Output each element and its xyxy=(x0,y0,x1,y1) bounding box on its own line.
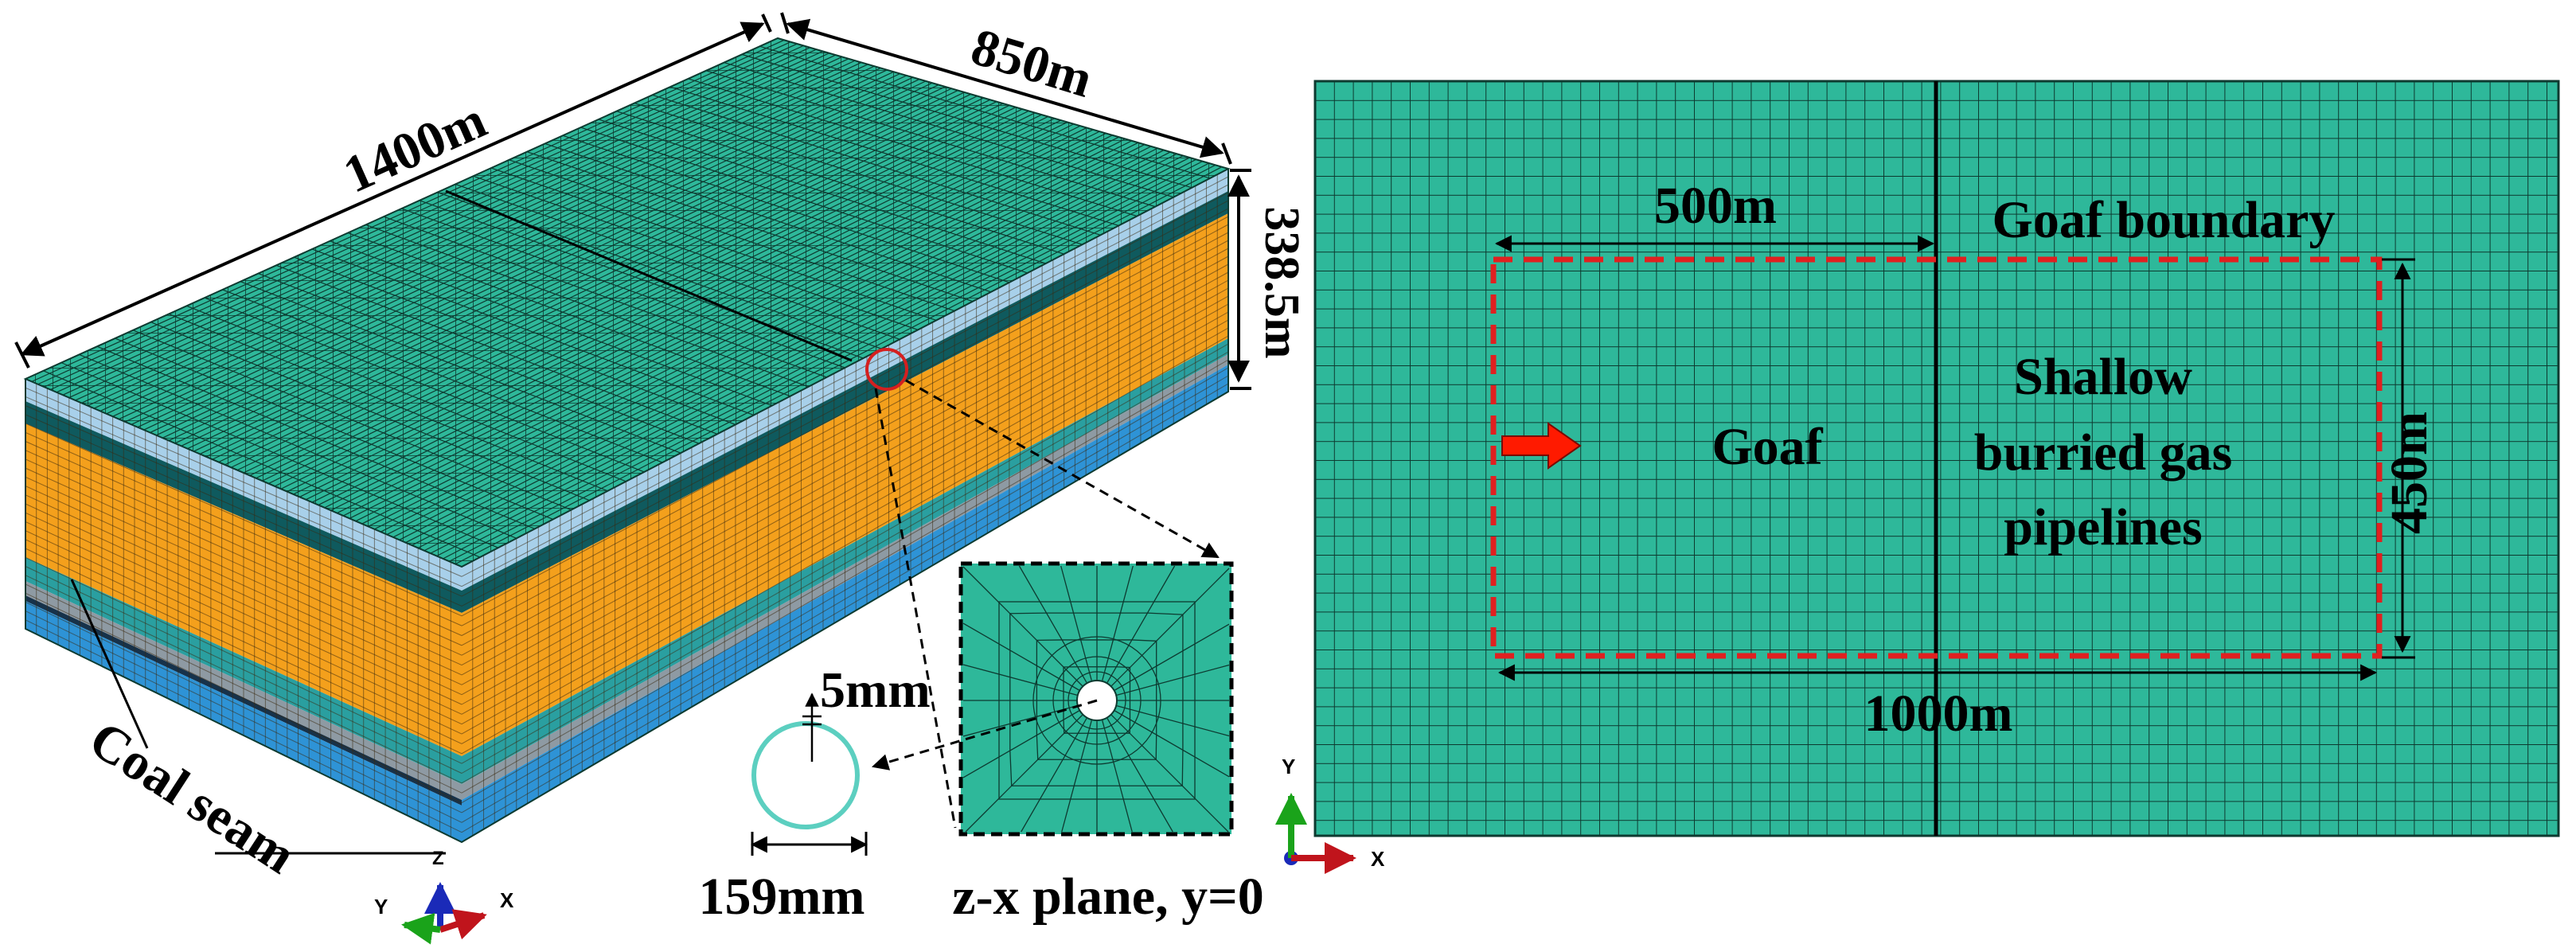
dist-500-label: 500m xyxy=(1654,177,1777,235)
width-tick-left xyxy=(780,12,790,34)
side-mesh xyxy=(25,174,1229,837)
pipelines-label-line2: burried gas xyxy=(1974,423,2233,482)
goaf-boundary-label: Goaf boundary xyxy=(1992,191,2336,249)
plane-label: z-x plane, y=0 xyxy=(952,868,1263,926)
length-tick-right xyxy=(761,14,772,33)
zoom-leader-left xyxy=(874,388,957,829)
model-3d: 1400m 850m 338.5m Coal seam Z X Y xyxy=(14,12,1309,945)
width-tick-right xyxy=(1221,142,1232,165)
pipe-thickness-label: 5mm xyxy=(820,661,931,718)
pipelines-label-line1: Shallow xyxy=(2014,348,2192,406)
axis-x-label-2d: X xyxy=(1371,847,1385,871)
plan-view: 500m Goaf boundary 450m 1000m Goaf Shall… xyxy=(1275,80,2560,874)
length-tick-left xyxy=(14,341,30,369)
goaf-label: Goaf xyxy=(1711,418,1823,476)
zoom-leader-right xyxy=(905,379,1220,559)
axis-y-label: Y xyxy=(374,895,388,919)
length-dim-line xyxy=(20,21,765,357)
mining-direction-arrow xyxy=(1501,422,1582,470)
axis-x-arrow xyxy=(439,909,487,940)
width-dim-line xyxy=(786,18,1224,158)
height-label: 338.5m xyxy=(1255,206,1309,358)
inset-frame xyxy=(958,561,1234,837)
axes-triad-3d: Z X Y xyxy=(374,848,514,945)
pipelines-label-line3: pipelines xyxy=(2004,498,2202,556)
coal-seam-leader-1 xyxy=(70,579,149,749)
pipe-diameter-label: 159mm xyxy=(699,868,865,926)
zoom-circle xyxy=(865,348,908,391)
pipe-leader xyxy=(871,699,1098,770)
pipe-ring xyxy=(751,721,860,829)
goaf-boundary xyxy=(1490,256,2383,659)
axes-2d: Y X xyxy=(1275,755,1385,874)
axis-y-arrow xyxy=(401,912,441,945)
dist-450-label: 450m xyxy=(2380,412,2438,534)
axis-z-label: Z xyxy=(432,848,444,869)
dist-1000-label: 1000m xyxy=(1864,685,2013,743)
axis-y-label-2d: Y xyxy=(1282,755,1295,778)
axis-x-label: X xyxy=(500,888,514,912)
cross-section-inset: 5mm 159mm z-x plane, y=0 xyxy=(699,561,1264,926)
